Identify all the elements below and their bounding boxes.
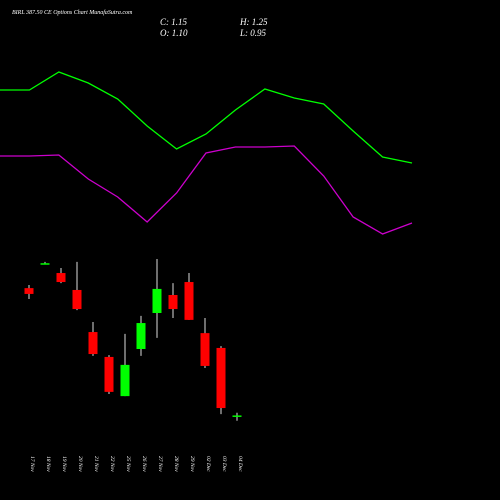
ohlc-label: C: 1.15: [160, 17, 188, 27]
candle-body: [184, 282, 194, 320]
x-tick-label: 28 Nov: [173, 456, 179, 472]
candle-body: [232, 415, 242, 417]
x-tick-label: 04 Dec: [237, 456, 244, 472]
indicator-line: [0, 145, 413, 235]
candle-body: [88, 332, 98, 355]
x-tick-label: 26 Nov: [141, 456, 147, 472]
candle-body: [40, 263, 50, 265]
x-tick-label: 29 Nov: [189, 456, 195, 472]
chart-title: BIRL 387.50 CE Options Chart MunafaSutra…: [12, 9, 133, 16]
x-tick-label: 27 Nov: [157, 456, 163, 472]
candle-body: [120, 364, 130, 397]
ohlc-label: O: 1.10: [160, 28, 188, 38]
x-tick-label: 18 Nov: [45, 456, 51, 472]
x-tick-label: 20 Nov: [77, 456, 83, 472]
candle-body: [168, 295, 178, 310]
x-tick-label: 19 Nov: [61, 456, 67, 472]
candle-body: [104, 356, 114, 392]
ohlc-label: L: 0.95: [239, 28, 267, 38]
candle-body: [152, 288, 162, 313]
ohlc-label: H: 1.25: [239, 17, 268, 27]
x-tick-label: 17 Nov: [29, 456, 35, 472]
x-tick-label: 21 Nov: [93, 456, 99, 472]
candle-body: [24, 288, 34, 294]
candle-body: [136, 323, 146, 349]
candle-body: [56, 273, 66, 283]
x-tick-label: 03 Dec: [221, 456, 227, 472]
x-tick-label: 25 Nov: [125, 456, 131, 472]
x-tick-label: 22 Nov: [109, 456, 115, 472]
x-tick-label: 02 Dec: [205, 456, 211, 472]
indicator-line: [0, 71, 413, 164]
candle-body: [216, 347, 226, 409]
candle-body: [72, 289, 82, 310]
candle-body: [200, 333, 210, 366]
